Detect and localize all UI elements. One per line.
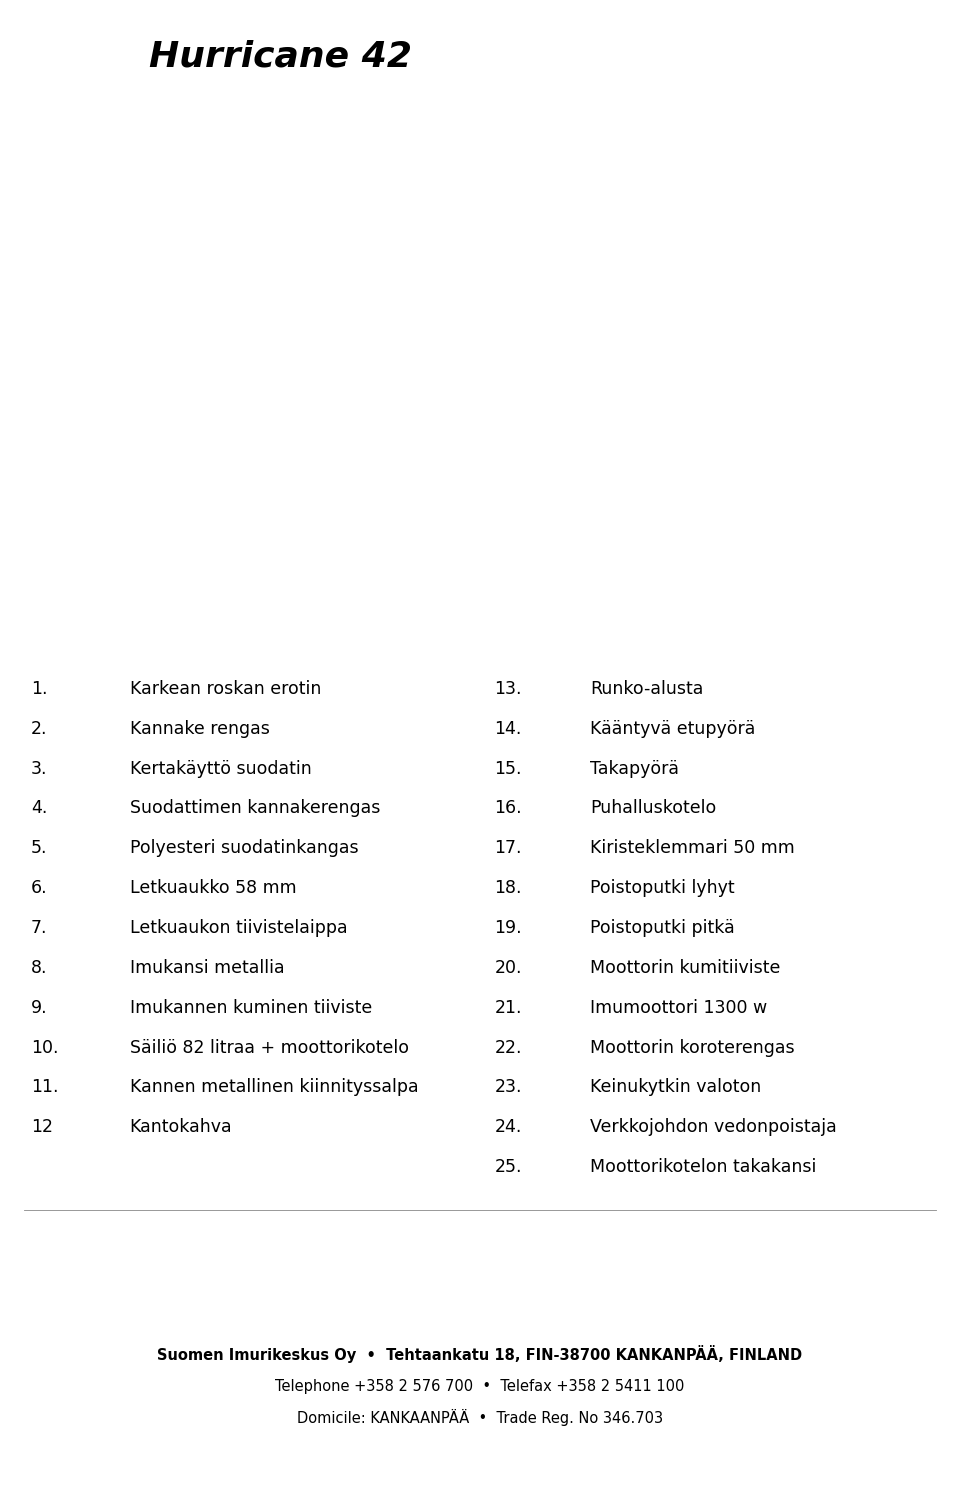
Text: 17.: 17. [494,839,522,857]
Text: Imukansi metallia: Imukansi metallia [130,960,284,976]
Text: 19.: 19. [494,919,522,937]
Text: Kiristeklemmari 50 mm: Kiristeklemmari 50 mm [590,839,795,857]
Text: Kannen metallinen kiinnityssalpa: Kannen metallinen kiinnityssalpa [130,1078,419,1096]
Text: Suodattimen kannakerengas: Suodattimen kannakerengas [130,800,380,817]
Text: Kääntyvä etupyörä: Kääntyvä etupyörä [590,719,756,737]
Text: Takapyörä: Takapyörä [590,760,680,778]
Text: 3.: 3. [31,760,47,778]
Text: 1.: 1. [31,680,47,698]
Text: 22.: 22. [494,1038,522,1056]
Text: 25.: 25. [494,1158,522,1176]
Text: 9.: 9. [31,999,47,1017]
Text: 4.: 4. [31,800,47,817]
Text: Letkuaukko 58 mm: Letkuaukko 58 mm [130,878,297,896]
Text: Moottorin koroterengas: Moottorin koroterengas [590,1038,795,1056]
Text: Hurricane 42: Hurricane 42 [149,39,412,74]
Text: 21.: 21. [494,999,522,1017]
Text: 16.: 16. [494,800,522,817]
Text: Säiliö 82 litraa + moottorikotelo: Säiliö 82 litraa + moottorikotelo [130,1038,409,1056]
Text: 18.: 18. [494,878,522,896]
Text: 15.: 15. [494,760,522,778]
Text: Karkean roskan erotin: Karkean roskan erotin [130,680,321,698]
Text: Moottorin kumitiiviste: Moottorin kumitiiviste [590,960,780,976]
Text: 14.: 14. [494,719,522,737]
Text: Moottorikotelon takakansi: Moottorikotelon takakansi [590,1158,817,1176]
Text: Kantokahva: Kantokahva [130,1117,232,1136]
Text: 12: 12 [31,1117,53,1136]
Text: 2.: 2. [31,719,47,737]
Text: Keinukytkin valoton: Keinukytkin valoton [590,1078,761,1096]
Text: Suomen Imurikeskus Oy  •  Tehtaankatu 18, FIN-38700 KANKANPÄÄ, FINLAND: Suomen Imurikeskus Oy • Tehtaankatu 18, … [157,1345,803,1363]
Text: 5.: 5. [31,839,47,857]
Text: Puhalluskotelo: Puhalluskotelo [590,800,717,817]
Text: Poistoputki lyhyt: Poistoputki lyhyt [590,878,735,896]
Text: Verkkojohdon vedonpoistaja: Verkkojohdon vedonpoistaja [590,1117,837,1136]
Text: 8.: 8. [31,960,47,976]
Text: 24.: 24. [494,1117,522,1136]
Text: Imumoottori 1300 w: Imumoottori 1300 w [590,999,768,1017]
Text: Polyesteri suodatinkangas: Polyesteri suodatinkangas [130,839,358,857]
Text: 11.: 11. [31,1078,59,1096]
Text: Imukannen kuminen tiiviste: Imukannen kuminen tiiviste [130,999,372,1017]
Text: 20.: 20. [494,960,522,976]
Text: 10.: 10. [31,1038,59,1056]
Text: Runko-alusta: Runko-alusta [590,680,704,698]
Text: 7.: 7. [31,919,47,937]
Text: Telephone +358 2 576 700  •  Telefax +358 2 5411 100: Telephone +358 2 576 700 • Telefax +358 … [276,1379,684,1394]
Text: Poistoputki pitkä: Poistoputki pitkä [590,919,735,937]
Text: 13.: 13. [494,680,522,698]
Text: Domicile: KANKAANPÄÄ  •  Trade Reg. No 346.703: Domicile: KANKAANPÄÄ • Trade Reg. No 346… [297,1409,663,1426]
Text: 6.: 6. [31,878,47,896]
Text: Kannake rengas: Kannake rengas [130,719,270,737]
Text: 23.: 23. [494,1078,522,1096]
Text: Kertakäyttö suodatin: Kertakäyttö suodatin [130,760,311,778]
Text: Letkuaukon tiivistelaippa: Letkuaukon tiivistelaippa [130,919,348,937]
